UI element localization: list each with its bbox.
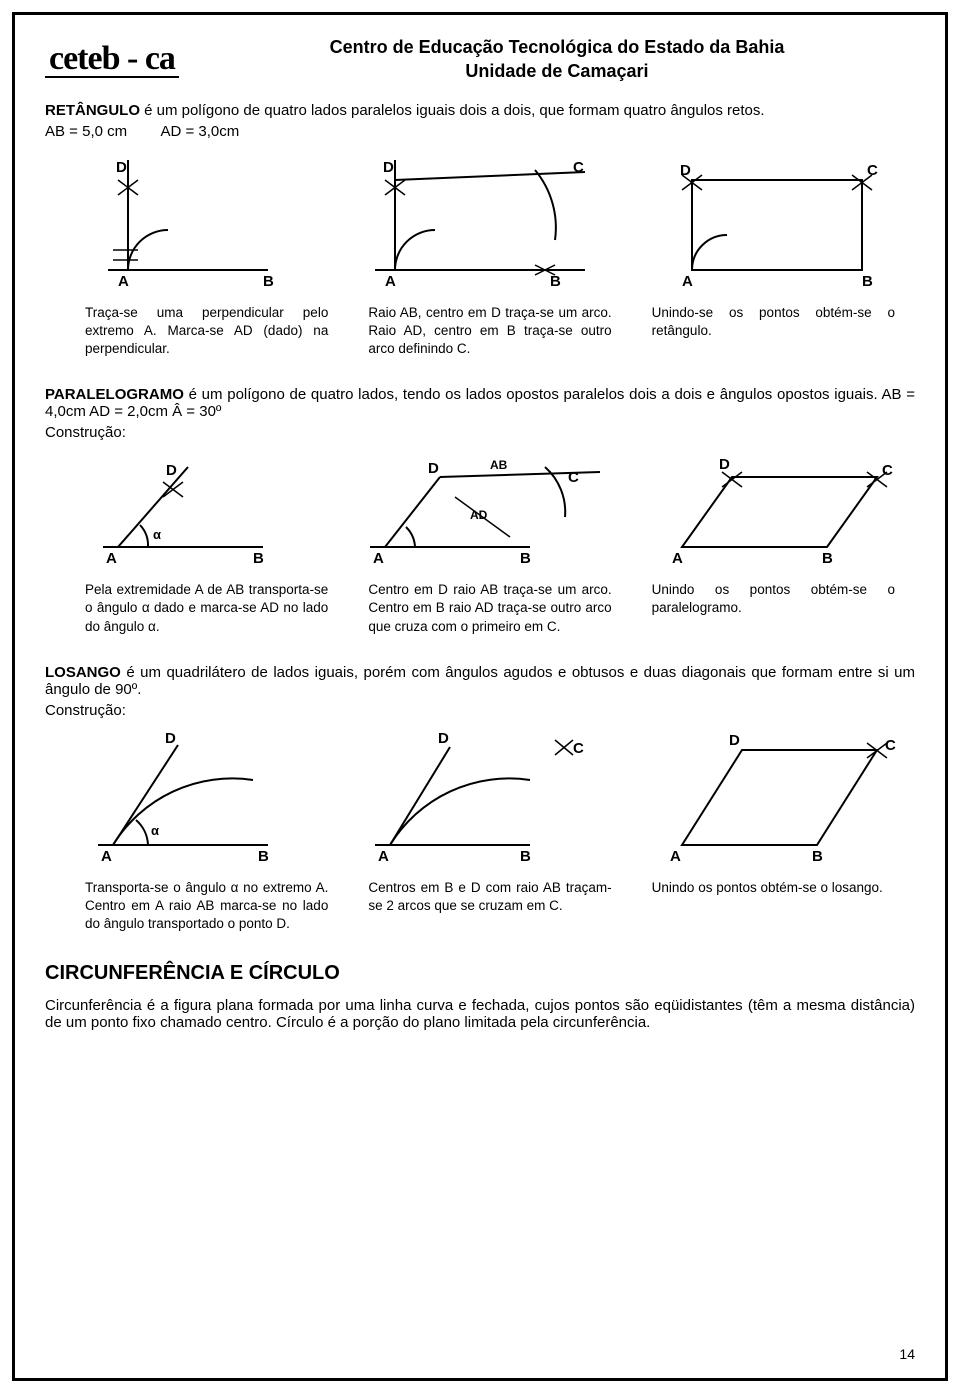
paralelogramo-lead: PARALELOGRAMO: [45, 386, 184, 403]
paralelogramo-cap1: Pela extremidade A de AB transporta-se o…: [85, 581, 328, 636]
label-C: C: [568, 469, 579, 486]
retangulo-m2: AD = 3,0cm: [160, 123, 239, 140]
label-D: D: [116, 159, 127, 176]
label-D: D: [428, 460, 439, 477]
label-A: A: [101, 848, 112, 865]
label-AB: AB: [490, 458, 508, 472]
label-A: A: [672, 550, 683, 567]
losango-fig3: D C A B: [638, 725, 915, 865]
retangulo-measures: AB = 5,0 cm AD = 3,0cm: [45, 123, 915, 140]
paralelogramo-figrow: D α A B D AB AD C A: [45, 447, 915, 567]
label-D: D: [719, 456, 730, 473]
label-B: B: [263, 273, 274, 290]
label-A: A: [106, 550, 117, 567]
retangulo-lead: RETÂNGULO: [45, 102, 140, 119]
label-C: C: [573, 159, 584, 176]
label-B: B: [520, 550, 531, 567]
losango-intro: LOSANGO é um quadrilátero de lados iguai…: [45, 664, 915, 698]
header-line2: Unidade de Camaçari: [199, 59, 915, 83]
paralelogramo-cap2: Centro em D raio AB traça-se um arco. Ce…: [368, 581, 611, 636]
label-D: D: [383, 159, 394, 176]
page-frame: ceteb - ca Centro de Educação Tecnológic…: [12, 12, 948, 1381]
losango-cap2: Centros em B e D com raio AB traçam-se 2…: [368, 879, 611, 934]
label-D: D: [680, 162, 691, 179]
label-alpha: α: [151, 823, 159, 838]
header-line1: Centro de Educação Tecnológica do Estado…: [199, 35, 915, 59]
circ-heading: CIRCUNFERÊNCIA E CÍRCULO: [45, 962, 915, 985]
losango-fig2: D C A B: [342, 725, 619, 865]
label-D: D: [165, 730, 176, 747]
paralelogramo-fig1: D α A B: [45, 447, 322, 567]
label-C: C: [885, 737, 896, 754]
label-D: D: [166, 462, 177, 479]
label-B: B: [253, 550, 264, 567]
header-title: Centro de Educação Tecnológica do Estado…: [199, 35, 915, 84]
logo: ceteb - ca: [45, 40, 179, 78]
retangulo-intro: RETÂNGULO é um polígono de quatro lados …: [45, 102, 915, 119]
retangulo-fig1: D A B: [45, 150, 322, 290]
label-C: C: [867, 162, 878, 179]
label-C: C: [882, 462, 893, 479]
retangulo-caprow: Traça-se uma perpendicular pelo extremo …: [85, 304, 895, 359]
retangulo-cap1: Traça-se uma perpendicular pelo extremo …: [85, 304, 328, 359]
retangulo-fig3: D C A B: [638, 150, 915, 290]
label-alpha: α: [153, 527, 161, 542]
label-D: D: [729, 732, 740, 749]
label-A: A: [118, 273, 129, 290]
retangulo-cap2: Raio AB, centro em D traça-se um arco. R…: [368, 304, 611, 359]
paralelogramo-construcao: Construção:: [45, 424, 915, 441]
label-A: A: [373, 550, 384, 567]
circ-text: Circunferência é a figura plana formada …: [45, 997, 915, 1031]
page-number: 14: [899, 1346, 915, 1362]
label-B: B: [550, 273, 561, 290]
label-AD: AD: [470, 508, 488, 522]
label-B: B: [520, 848, 531, 865]
paralelogramo-fig2: D AB AD C A B: [342, 447, 619, 567]
label-A: A: [670, 848, 681, 865]
retangulo-m1: AB = 5,0 cm: [45, 123, 127, 140]
label-B: B: [812, 848, 823, 865]
losango-caprow: Transporta-se o ângulo α no extremo A. C…: [85, 879, 895, 934]
paralelogramo-caprow: Pela extremidade A de AB transporta-se o…: [85, 581, 895, 636]
retangulo-fig2: D C A B: [342, 150, 619, 290]
losango-construcao: Construção:: [45, 702, 915, 719]
losango-figrow: D α A B D C A B: [45, 725, 915, 865]
label-A: A: [682, 273, 693, 290]
label-B: B: [862, 273, 873, 290]
losango-lead: LOSANGO: [45, 664, 121, 681]
paralelogramo-fig3: D C A B: [638, 447, 915, 567]
label-B: B: [258, 848, 269, 865]
retangulo-figrow: D A B D C A: [45, 150, 915, 290]
page-header: ceteb - ca Centro de Educação Tecnológic…: [45, 35, 915, 84]
retangulo-cap3: Unindo-se os pontos obtém-se o retângulo…: [652, 304, 895, 359]
label-A: A: [385, 273, 396, 290]
label-B: B: [822, 550, 833, 567]
label-A: A: [378, 848, 389, 865]
retangulo-text: é um polígono de quatro lados paralelos …: [140, 102, 765, 119]
losango-cap1: Transporta-se o ângulo α no extremo A. C…: [85, 879, 328, 934]
paralelogramo-cap3: Unindo os pontos obtém-se o paralelogram…: [652, 581, 895, 636]
paralelogramo-intro: PARALELOGRAMO é um polígono de quatro la…: [45, 386, 915, 420]
losango-text: é um quadrilátero de lados iguais, porém…: [45, 664, 915, 698]
label-D: D: [438, 730, 449, 747]
losango-fig1: D α A B: [45, 725, 322, 865]
losango-cap3: Unindo os pontos obtém-se o losango.: [652, 879, 895, 934]
label-C: C: [573, 740, 584, 757]
